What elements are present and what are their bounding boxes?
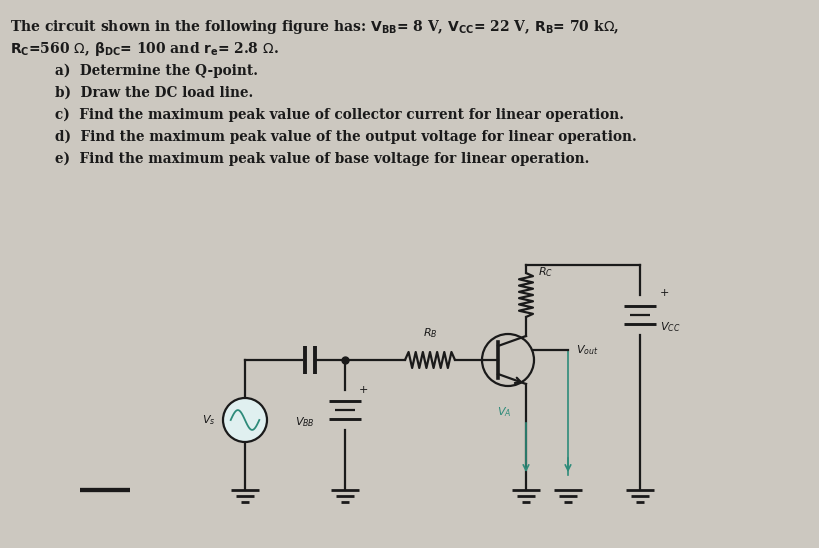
Text: $\mathbf{R_C}$=560 $\Omega$, $\mathbf{\beta_{DC}}$= 100 and $\mathbf{r_e}$= 2.8 : $\mathbf{R_C}$=560 $\Omega$, $\mathbf{\b…: [10, 40, 278, 58]
Text: $V_{out}$: $V_{out}$: [575, 343, 598, 357]
Text: b)  Draw the DC load line.: b) Draw the DC load line.: [55, 86, 253, 100]
Text: d)  Find the maximum peak value of the output voltage for linear operation.: d) Find the maximum peak value of the ou…: [55, 130, 636, 144]
Text: $V_{CC}$: $V_{CC}$: [659, 320, 680, 334]
Circle shape: [223, 398, 267, 442]
Text: $R_C$: $R_C$: [537, 265, 553, 279]
Text: The circuit shown in the following figure has: $\mathbf{V_{BB}}$= 8 V, $\mathbf{: The circuit shown in the following figur…: [10, 18, 618, 36]
Text: $V_A$: $V_A$: [496, 405, 510, 419]
Text: $V_s$: $V_s$: [201, 413, 215, 427]
Text: +: +: [659, 288, 668, 298]
Text: c)  Find the maximum peak value of collector current for linear operation.: c) Find the maximum peak value of collec…: [55, 108, 623, 122]
Text: a)  Determine the Q-point.: a) Determine the Q-point.: [55, 64, 258, 78]
Text: $R_B$: $R_B$: [423, 326, 437, 340]
Text: e)  Find the maximum peak value of base voltage for linear operation.: e) Find the maximum peak value of base v…: [55, 152, 589, 167]
Text: $V_{BB}$: $V_{BB}$: [295, 415, 314, 429]
Circle shape: [482, 334, 533, 386]
Text: +: +: [359, 385, 368, 395]
